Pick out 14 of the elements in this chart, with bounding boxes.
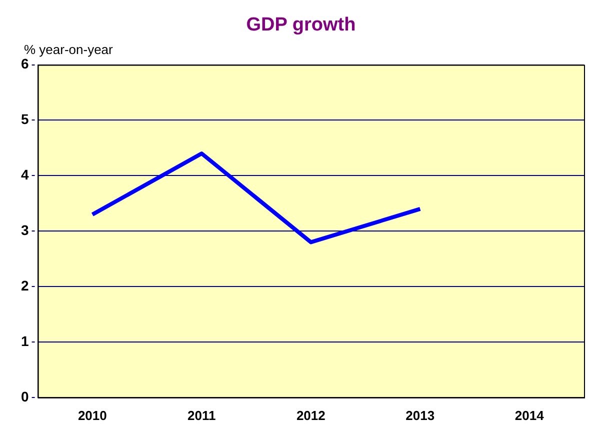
x-tick-label: 2013	[406, 408, 435, 423]
y-tick-label: 5	[20, 111, 29, 128]
y-axis-title: % year-on-year	[24, 42, 114, 57]
x-tick-label: 2014	[514, 408, 545, 423]
x-tick-label: 2010	[78, 408, 107, 423]
y-tick-label: 3	[20, 222, 29, 238]
y-tick-label: 6	[20, 56, 29, 72]
chart-title: GDP growth	[246, 14, 356, 36]
x-tick-label: 2011	[188, 408, 216, 423]
y-tick-label: 4	[20, 166, 29, 183]
y-tick-label: 0	[20, 388, 29, 404]
y-tick-label: 1	[20, 332, 29, 349]
x-tick-label: 2012	[296, 408, 326, 423]
y-tick-label: 2	[20, 277, 29, 294]
